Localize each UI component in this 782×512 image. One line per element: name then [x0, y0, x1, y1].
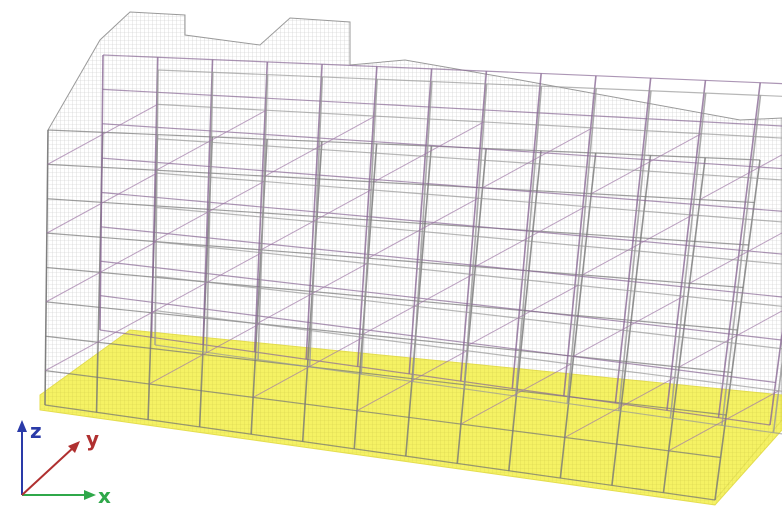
x-label: x [98, 484, 111, 508]
viewport: z y x [0, 0, 782, 512]
page: z y x (() => { const data = JSON.parse(d… [0, 0, 782, 512]
y-label: y [86, 427, 99, 451]
z-label: z [30, 419, 42, 443]
